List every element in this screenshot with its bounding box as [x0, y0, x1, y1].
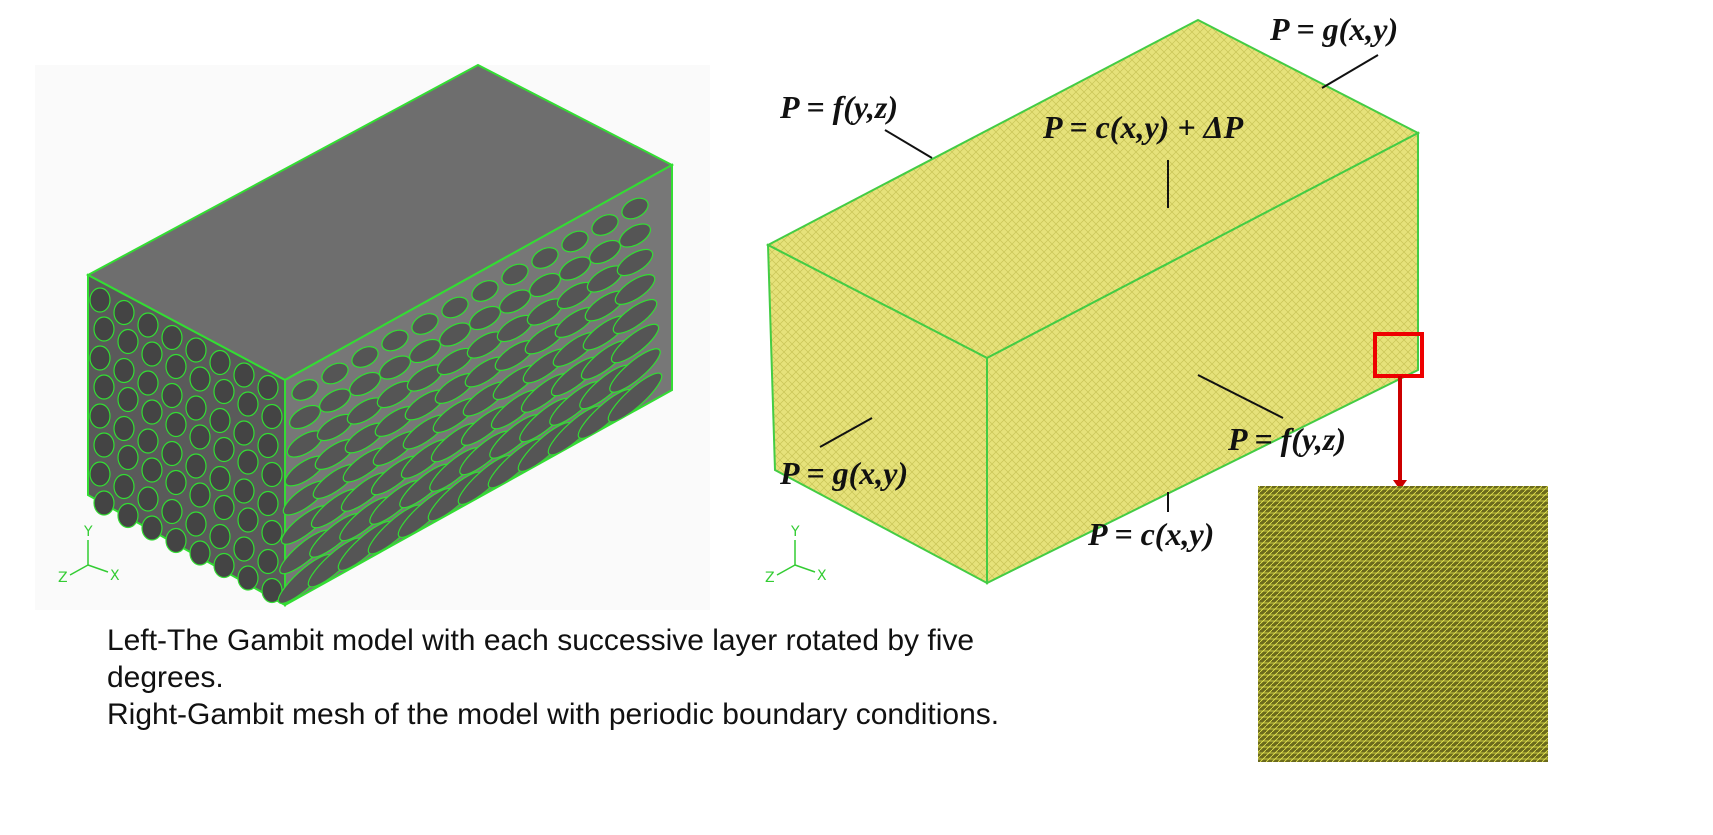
hole [214, 380, 234, 404]
hole [118, 504, 138, 528]
hole [138, 487, 158, 511]
inset-zoom [1258, 486, 1548, 762]
hole [118, 330, 138, 354]
page: {"left_panel": {"axis_labels": {"y": "Y"… [0, 0, 1713, 835]
boundary-label: P = g(x,y) [779, 455, 908, 491]
hole [114, 475, 134, 499]
boundary-label: P = c(x,y) + ΔP [1042, 109, 1244, 145]
hole [210, 467, 230, 491]
boundary-label: P = c(x,y) [1087, 516, 1214, 552]
hole [262, 405, 282, 429]
hole [214, 438, 234, 462]
hole [166, 471, 186, 495]
axis-label: Y [83, 524, 93, 540]
boundary-label: P = f(y,z) [779, 89, 898, 125]
hole [238, 508, 258, 532]
hole [142, 400, 162, 424]
hole [162, 500, 182, 524]
hole [138, 313, 158, 337]
hole [238, 392, 258, 416]
caption: Left-The Gambit model with each successi… [107, 622, 999, 733]
hole [90, 288, 110, 312]
hole [162, 326, 182, 350]
caption-line: Right-Gambit mesh of the model with peri… [107, 696, 999, 733]
hole [258, 376, 278, 400]
hole [238, 450, 258, 474]
hole [186, 512, 206, 536]
hole [190, 367, 210, 391]
hole [210, 351, 230, 375]
hole [210, 409, 230, 433]
hole [262, 463, 282, 487]
hole [258, 492, 278, 516]
hole [114, 417, 134, 441]
hole [118, 446, 138, 470]
hole [234, 363, 254, 387]
hole [94, 433, 114, 457]
axis-label: Z [765, 570, 775, 586]
hole [186, 454, 206, 478]
hole [186, 338, 206, 362]
axis-label: Y [790, 524, 800, 540]
hole [214, 554, 234, 578]
hole [214, 496, 234, 520]
hole [234, 421, 254, 445]
hole [142, 458, 162, 482]
hole [166, 413, 186, 437]
axis-label: Z [58, 570, 68, 586]
caption-line: degrees. [107, 659, 999, 696]
hole [142, 342, 162, 366]
hole [190, 425, 210, 449]
hole [190, 483, 210, 507]
axis-label: X [817, 568, 827, 584]
hole [162, 442, 182, 466]
hole [234, 479, 254, 503]
hole [94, 317, 114, 341]
hole [114, 359, 134, 383]
hole [142, 516, 162, 540]
boundary-label: P = f(y,z) [1227, 421, 1346, 457]
hole [90, 404, 110, 428]
hole [94, 491, 114, 515]
hole [186, 396, 206, 420]
hole [190, 541, 210, 565]
hole [210, 525, 230, 549]
hole [138, 371, 158, 395]
hole [262, 521, 282, 545]
axis-label: X [110, 568, 120, 584]
hole [94, 375, 114, 399]
hole [238, 566, 258, 590]
hole [162, 384, 182, 408]
hole [166, 529, 186, 553]
hole [258, 550, 278, 574]
boundary-label: P = g(x,y) [1269, 11, 1398, 47]
hole [90, 462, 110, 486]
hole [166, 355, 186, 379]
hole [118, 388, 138, 412]
hole [258, 434, 278, 458]
hole [114, 301, 134, 325]
hole [234, 537, 254, 561]
hole [90, 346, 110, 370]
hole [138, 429, 158, 453]
caption-line: Left-The Gambit model with each successi… [107, 622, 999, 659]
